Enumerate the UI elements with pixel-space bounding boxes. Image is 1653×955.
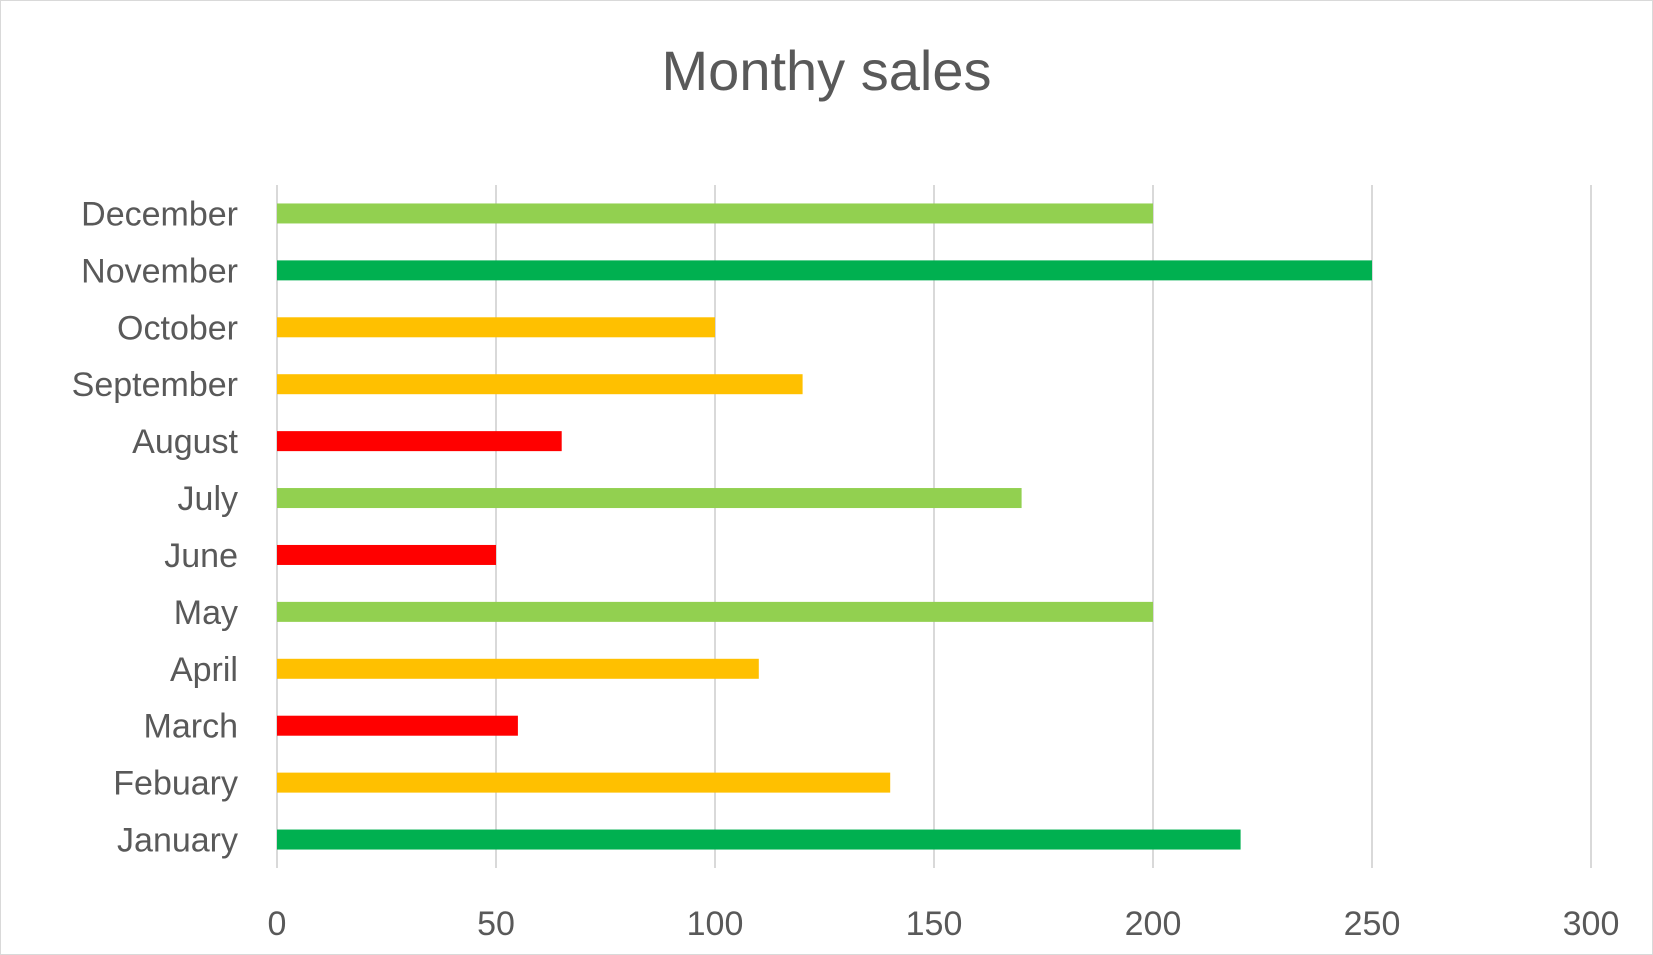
category-label: May [174, 594, 238, 632]
bar-febuary [277, 772, 891, 793]
bar-november [277, 260, 1372, 281]
category-label: August [132, 423, 238, 461]
bar-september [277, 374, 803, 395]
x-tick-label: 300 [1563, 905, 1620, 943]
category-labels: January Febuary March April May June July Augus… [72, 195, 239, 859]
bar-january [277, 829, 1241, 850]
bar-december [277, 203, 1153, 224]
bar-april [277, 658, 759, 679]
category-label: March [144, 708, 238, 746]
category-label: December [81, 195, 238, 233]
bar-october [277, 317, 715, 338]
bar-may [277, 601, 1153, 622]
category-label: April [170, 651, 238, 689]
x-tick-label: 150 [906, 905, 963, 943]
category-label: November [81, 252, 238, 290]
x-tick-label: 200 [1125, 905, 1182, 943]
category-label: October [117, 309, 238, 347]
chart-title: Monthy sales [661, 39, 992, 102]
x-tick-label: 100 [687, 905, 744, 943]
gridlines [276, 185, 1592, 868]
category-label: September [72, 366, 238, 404]
x-tick-labels: 0 50 100 150 200 250 300 [268, 905, 1620, 943]
x-tick-label: 50 [477, 905, 515, 943]
category-label: Febuary [113, 765, 238, 803]
category-label: July [178, 480, 238, 518]
category-label: January [117, 822, 238, 860]
bar-march [277, 715, 518, 736]
x-tick-label: 250 [1344, 905, 1401, 943]
bar-june [277, 544, 496, 565]
bar-july [277, 488, 1022, 509]
bar-august [277, 431, 562, 452]
category-label: June [164, 537, 238, 575]
x-tick-label: 0 [268, 905, 287, 943]
bars [277, 203, 1372, 850]
